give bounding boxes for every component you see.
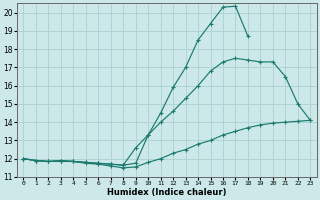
X-axis label: Humidex (Indice chaleur): Humidex (Indice chaleur) bbox=[107, 188, 227, 197]
